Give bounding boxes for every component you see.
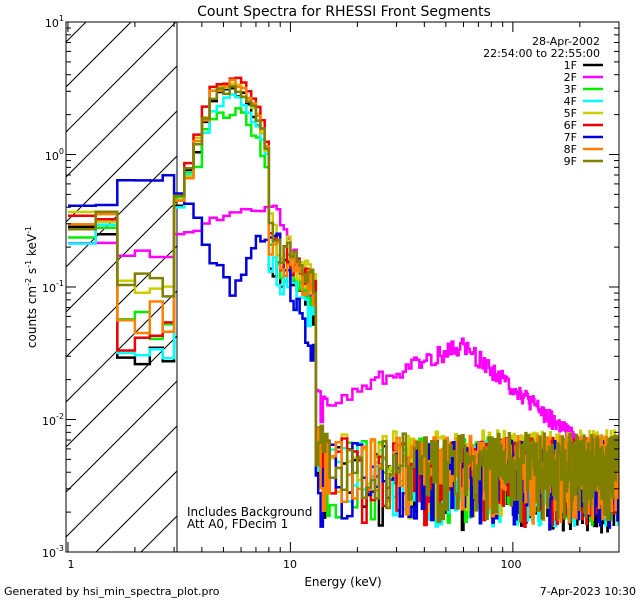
series-line-9F [68,85,619,524]
annotation-background: Includes Background [187,505,312,519]
axis-ticks [66,21,620,553]
y-axis-label: counts cm-2 s-1 keV-1 [24,226,39,348]
legend-label-2F: 2F [564,71,577,84]
x-tick-label-100: 100 [501,558,522,571]
hatch-line [66,200,177,313]
y-tick-label-10^-2: 10-2 [42,412,64,428]
legend-label-1F: 1F [564,59,577,72]
y-tick-label-10^0: 100 [45,147,64,163]
x-tick-label-10: 10 [283,558,297,571]
annotation-attenuator: Att A0, FDecim 1 [187,517,288,531]
legend-label-6F: 6F [564,119,577,132]
y-tick-label-10^1: 101 [45,14,64,30]
series-group [68,76,619,534]
hatch-line [66,22,177,133]
x-axis-label: Energy (keV) [304,575,381,589]
hatch-line [66,65,177,178]
date-label: 28-Apr-2002 [532,35,600,48]
y-tick-label-10^-1: 10-1 [42,279,64,295]
hatch-line [66,425,177,538]
legend-label-3F: 3F [564,83,577,96]
legend-label-8F: 8F [564,143,577,156]
footer-generated-by: Generated by hsi_min_spectra_plot.pro [4,585,220,598]
hatch-line [66,380,177,493]
chart-title: Count Spectra for RHESSI Front Segments [197,4,491,20]
legend-label-4F: 4F [564,95,577,108]
legend-label-7F: 7F [564,131,577,144]
x-tick-label-1: 1 [68,558,75,571]
legend-label-9F: 9F [564,155,577,168]
hatch-line [66,110,177,223]
footer-timestamp: 7-Apr-2023 10:30 [540,585,636,598]
time-range-label: 22:54:00 to 22:55:00 [483,47,600,60]
y-tick-label-10^-3: 10-3 [42,544,64,560]
legend-label-5F: 5F [564,107,577,120]
